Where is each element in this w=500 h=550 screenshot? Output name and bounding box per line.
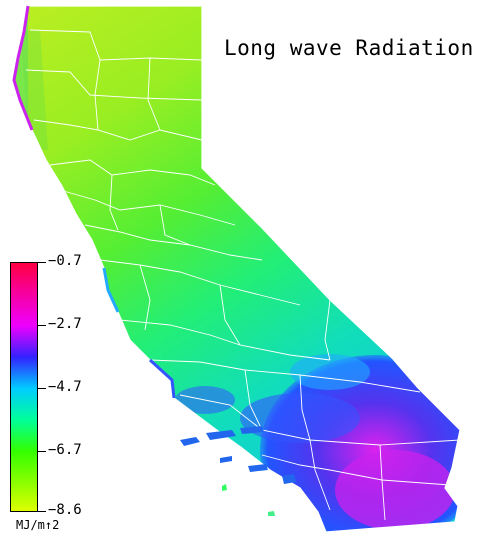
colorbar-tick-label: −0.7 (48, 253, 82, 269)
coastal-edge (12, 5, 176, 399)
colorbar-tick (38, 511, 46, 512)
colorbar-tick-label: −6.7 (48, 442, 82, 459)
colorbar-tick-label: −4.7 (48, 379, 82, 396)
colorbar-unit-label: MJ/m↑2 (16, 518, 60, 532)
colorbar-tick-label: −8.6 (48, 502, 82, 518)
colorbar-tick (38, 451, 46, 453)
colorbar-tick (38, 388, 46, 390)
colorbar-tick-label: −2.7 (48, 316, 82, 333)
channel-islands (180, 426, 296, 516)
colorbar-legend (10, 262, 38, 512)
colorbar-tick (38, 325, 46, 327)
colorbar-tick (38, 262, 46, 263)
california-land (14, 6, 460, 532)
map-title: Long wave Radiation (224, 36, 474, 60)
county-lines (25, 29, 460, 521)
